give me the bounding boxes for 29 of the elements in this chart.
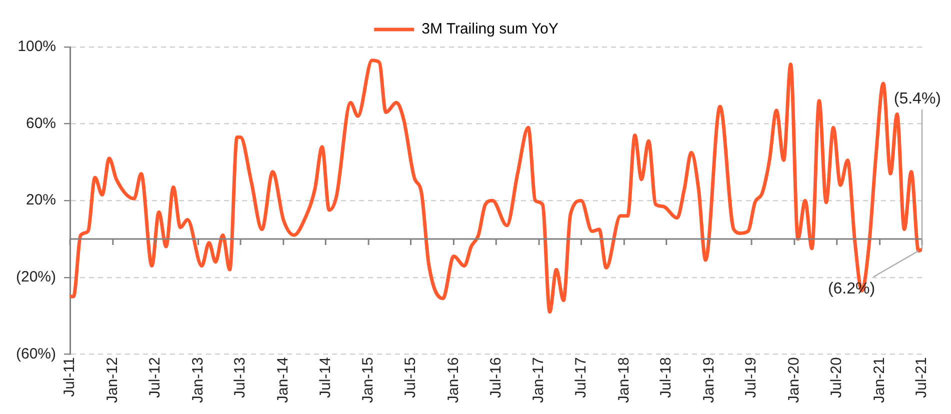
x-tick-label: Jul-17 <box>572 357 590 398</box>
y-tick-label: 100% <box>18 38 56 56</box>
y-tick-label: (60%) <box>16 345 56 362</box>
x-tick-label: Jan-18 <box>615 357 632 404</box>
x-tick-label: Jul-15 <box>402 357 419 398</box>
x-tick-label: Jan-20 <box>786 357 803 404</box>
y-tick-label: (20%) <box>16 268 56 286</box>
x-tick-label: Jul-20 <box>828 357 846 398</box>
x-tick-label: Jan-19 <box>700 357 718 404</box>
x-tick-label: Jan-13 <box>189 357 206 404</box>
x-tick-label: Jul-19 <box>742 357 760 398</box>
x-tick-label: Jan-14 <box>274 357 292 404</box>
annotation: (5.4%) <box>894 90 941 108</box>
x-tick-label: Jan-16 <box>444 357 462 404</box>
x-tick-label: Jan-17 <box>530 357 548 404</box>
x-tick-label: Jul-18 <box>658 357 675 398</box>
x-tick-label: Jan-21 <box>870 357 888 404</box>
x-tick-label: Jul-11 <box>61 357 78 397</box>
x-tick-label: Jan-12 <box>104 357 122 404</box>
y-tick-label: 60% <box>26 114 56 132</box>
legend-label: 3M Trailing sum YoY <box>422 20 558 38</box>
x-tick-label: Jul-12 <box>146 357 164 398</box>
x-tick-label: Jul-13 <box>232 357 249 398</box>
x-tick-label: Jul-16 <box>487 357 504 398</box>
x-tick-label: Jul-14 <box>316 357 334 398</box>
x-tick-label: Jan-15 <box>360 357 377 404</box>
x-tick-label: Jul-21 <box>913 357 930 398</box>
y-tick-label: 20% <box>26 192 56 209</box>
annotation: (6.2%) <box>828 280 876 298</box>
